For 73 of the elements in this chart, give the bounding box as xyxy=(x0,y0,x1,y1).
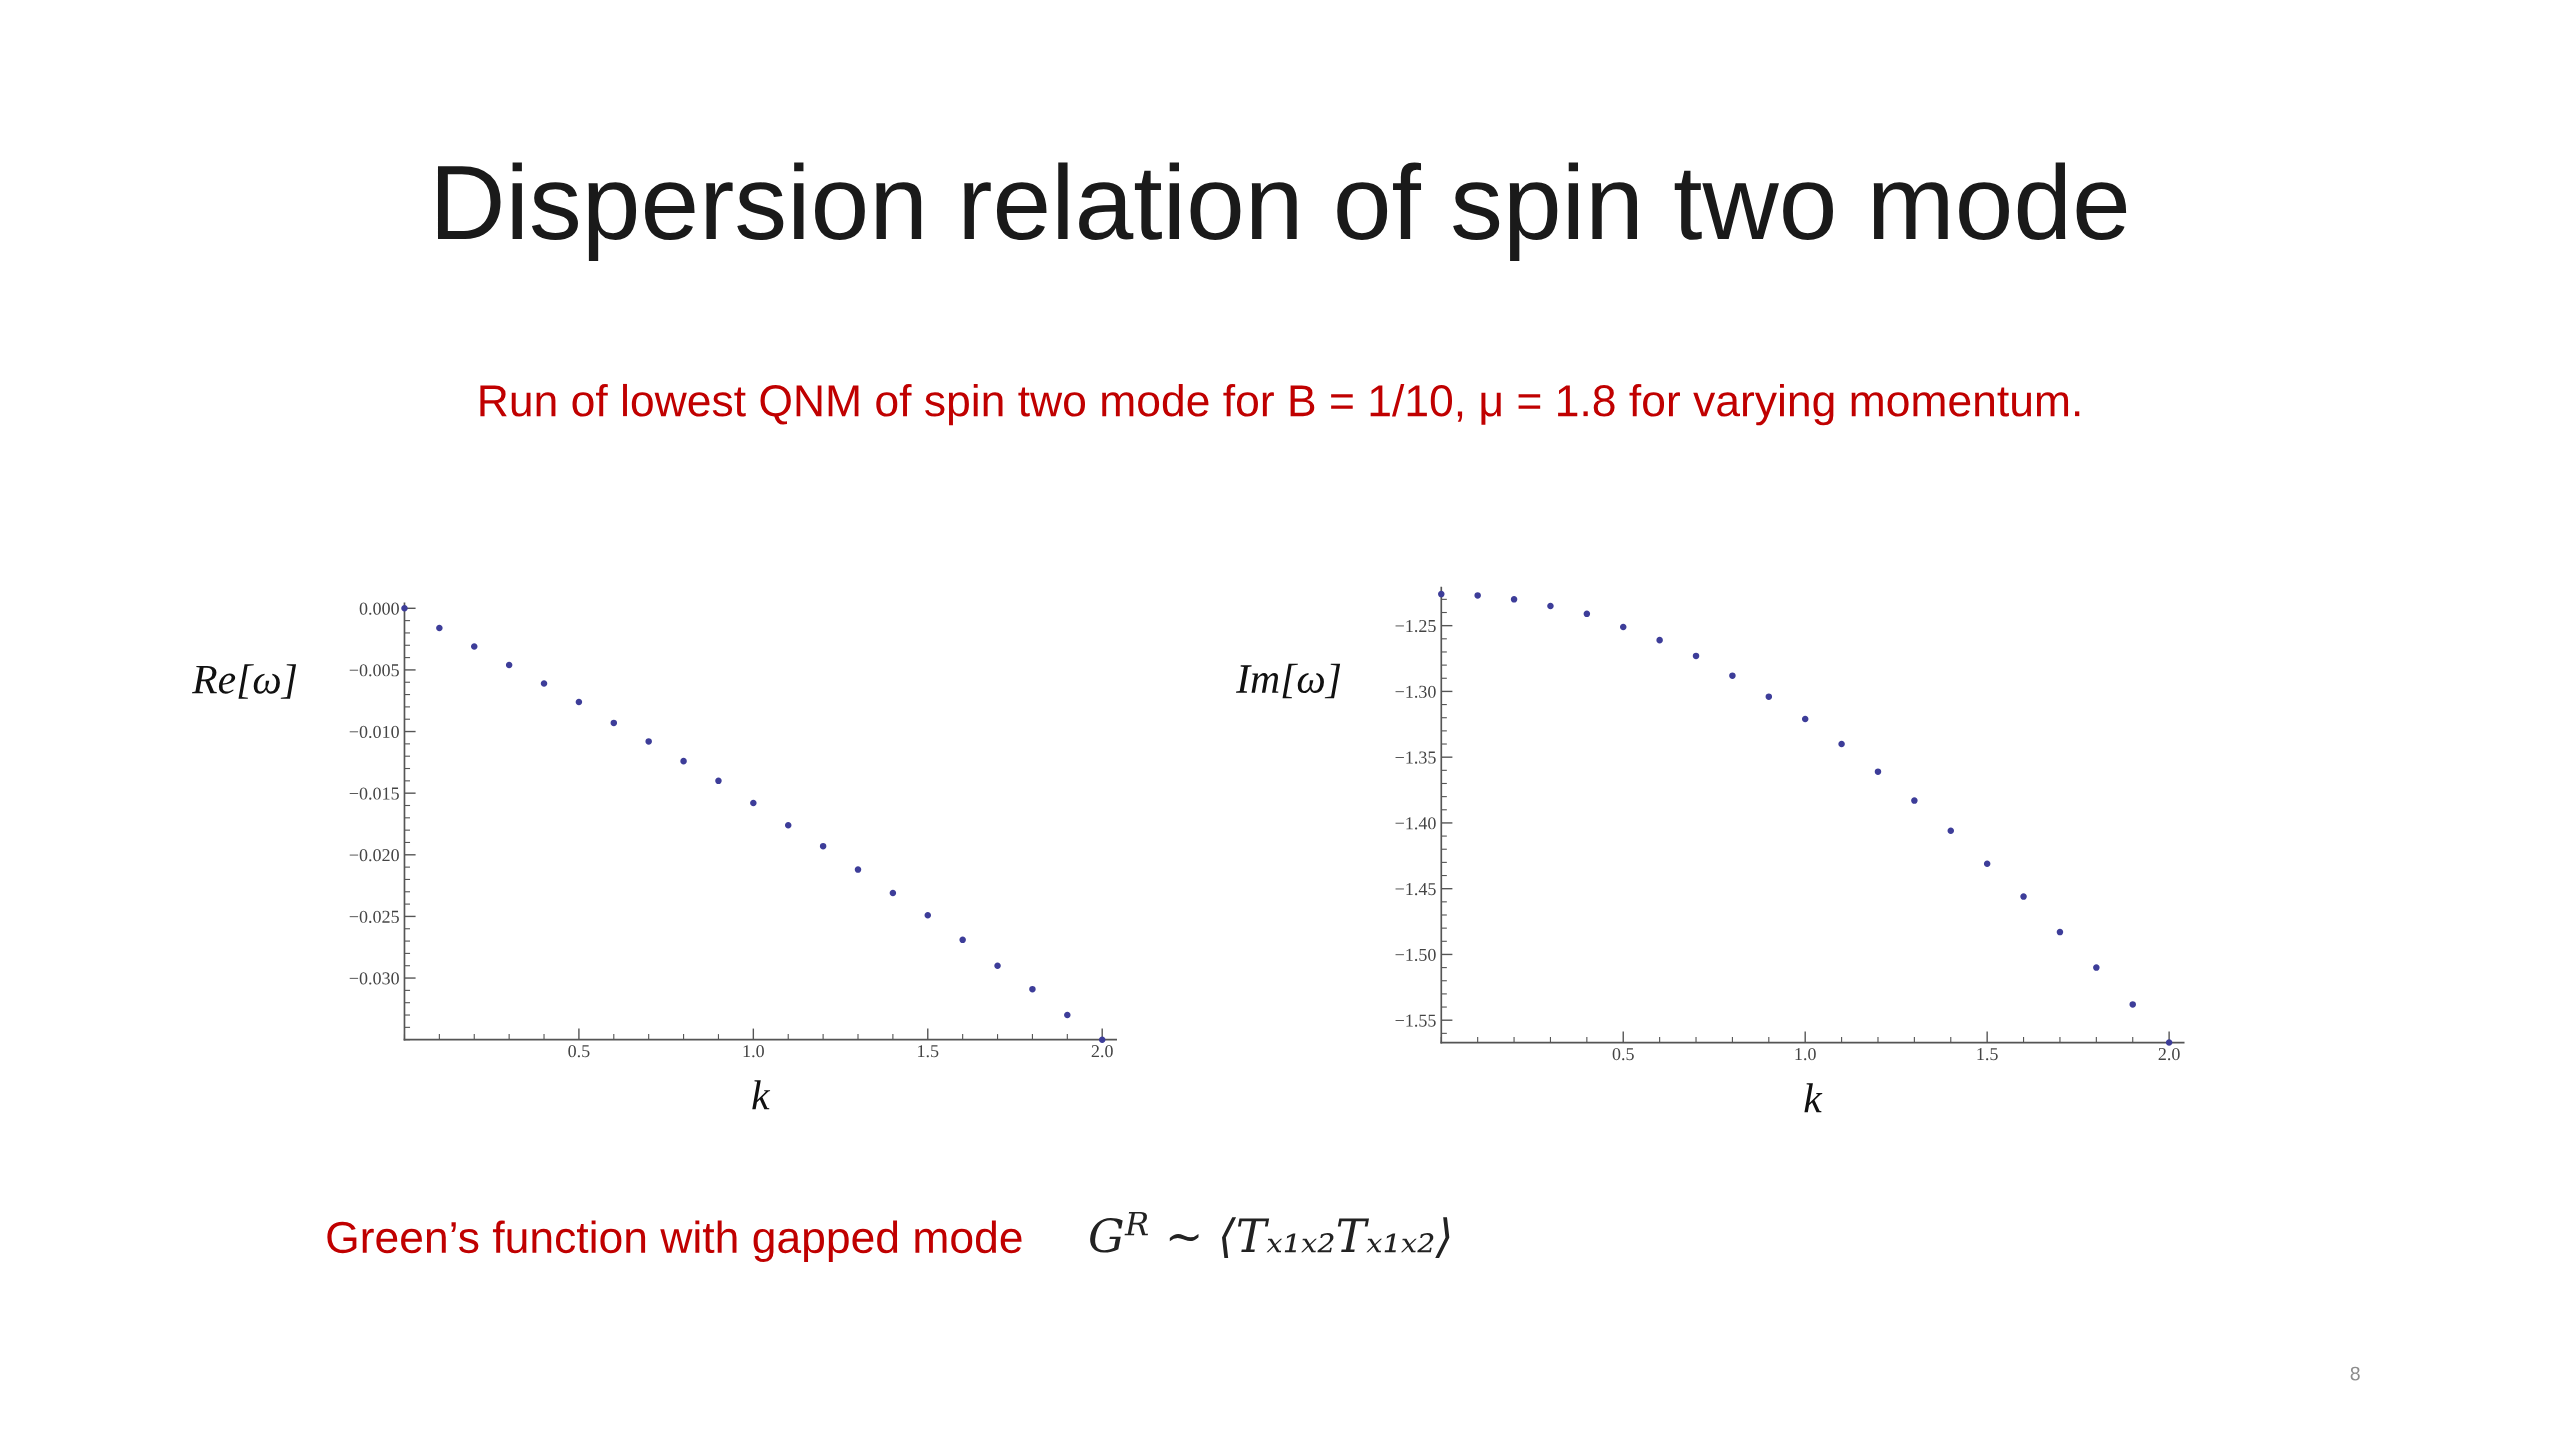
y-tick-label: −1.45 xyxy=(1395,883,1436,896)
point xyxy=(1656,636,1663,644)
point xyxy=(1983,860,1991,867)
point xyxy=(505,661,513,669)
x-tick-label: 1.5 xyxy=(918,1045,939,1058)
point xyxy=(994,962,1001,969)
x-axis-title: k xyxy=(1804,1083,1823,1113)
x-tick-label: 0.5 xyxy=(568,1045,590,1058)
point xyxy=(1474,592,1481,599)
x-tick-label: 2.0 xyxy=(2158,1047,2180,1061)
point xyxy=(959,936,966,944)
point xyxy=(1874,768,1882,775)
y-tick-label: −0.015 xyxy=(349,787,399,800)
point xyxy=(1583,610,1591,618)
point xyxy=(2129,1001,2136,1008)
point xyxy=(854,866,862,873)
y-tick-label: −1.40 xyxy=(1395,817,1436,830)
point xyxy=(1692,652,1700,660)
y-tick-label: −0.020 xyxy=(349,849,399,862)
y-tick-label: −1.30 xyxy=(1395,685,1436,698)
x-axis-title: k xyxy=(752,1080,771,1110)
point xyxy=(2056,928,2064,936)
text: G$^{R}$ ∼ ⟨Tₓ₁ₓ₂Tₓ₁ₓ₂⟩ xyxy=(1090,1211,1450,1258)
y-tick-label: −1.50 xyxy=(1395,948,1436,961)
y-tick-label: −1.35 xyxy=(1395,751,1436,764)
point xyxy=(1619,623,1627,631)
point xyxy=(784,821,792,829)
chart-title: Dispersion relation of spin two mode xyxy=(437,162,2127,261)
point xyxy=(575,698,583,706)
y-tick-label: −0.030 xyxy=(349,972,399,985)
point xyxy=(819,842,827,850)
point xyxy=(2093,964,2100,971)
point xyxy=(1029,985,1036,993)
point xyxy=(680,757,687,765)
point xyxy=(401,605,408,612)
point xyxy=(540,680,548,687)
point xyxy=(1911,797,1918,804)
point xyxy=(1801,715,1809,723)
point xyxy=(1438,590,1445,598)
x-tick-label: 1.5 xyxy=(1977,1048,1998,1061)
point xyxy=(1729,672,1736,679)
y-tick-label: −0.025 xyxy=(349,910,399,923)
point xyxy=(645,738,652,745)
x-tick-label: 0.5 xyxy=(1612,1047,1634,1061)
point xyxy=(471,643,478,650)
x-tick-label: 1.0 xyxy=(1795,1047,1816,1061)
x-tick-label: 1.0 xyxy=(743,1045,764,1058)
point xyxy=(924,911,932,919)
point xyxy=(889,889,897,897)
text: Green’s function with gapped mode xyxy=(327,1220,1022,1262)
point xyxy=(715,777,722,785)
point xyxy=(1947,827,1955,835)
y-tick-label: −0.010 xyxy=(349,725,399,739)
text: Run of lowest QNM of spin two mode for B = 1/10, μ = 1.8 for varying momentum. xyxy=(480,383,2080,426)
y-tick-label: 0.000 xyxy=(359,602,399,615)
x-tick-label: 2.0 xyxy=(1091,1045,1113,1058)
point xyxy=(1064,1011,1071,1019)
point xyxy=(2165,1039,2173,1046)
point xyxy=(1547,602,1554,610)
y-axis-title: Re[ω] xyxy=(191,664,297,699)
point xyxy=(750,799,757,807)
point xyxy=(436,624,443,632)
point xyxy=(2020,893,2027,900)
y-tick-label: −1.55 xyxy=(1395,1014,1436,1027)
y-tick-label: −1.25 xyxy=(1395,619,1436,633)
point xyxy=(1838,740,1845,748)
y-axis-title: Im[ω] xyxy=(1236,663,1341,699)
point xyxy=(1765,693,1773,700)
y-tick-label: −0.005 xyxy=(349,664,399,677)
point xyxy=(610,719,618,727)
text: 8 xyxy=(2350,1366,2360,1381)
point xyxy=(1510,596,1518,603)
point xyxy=(1098,1036,1106,1043)
